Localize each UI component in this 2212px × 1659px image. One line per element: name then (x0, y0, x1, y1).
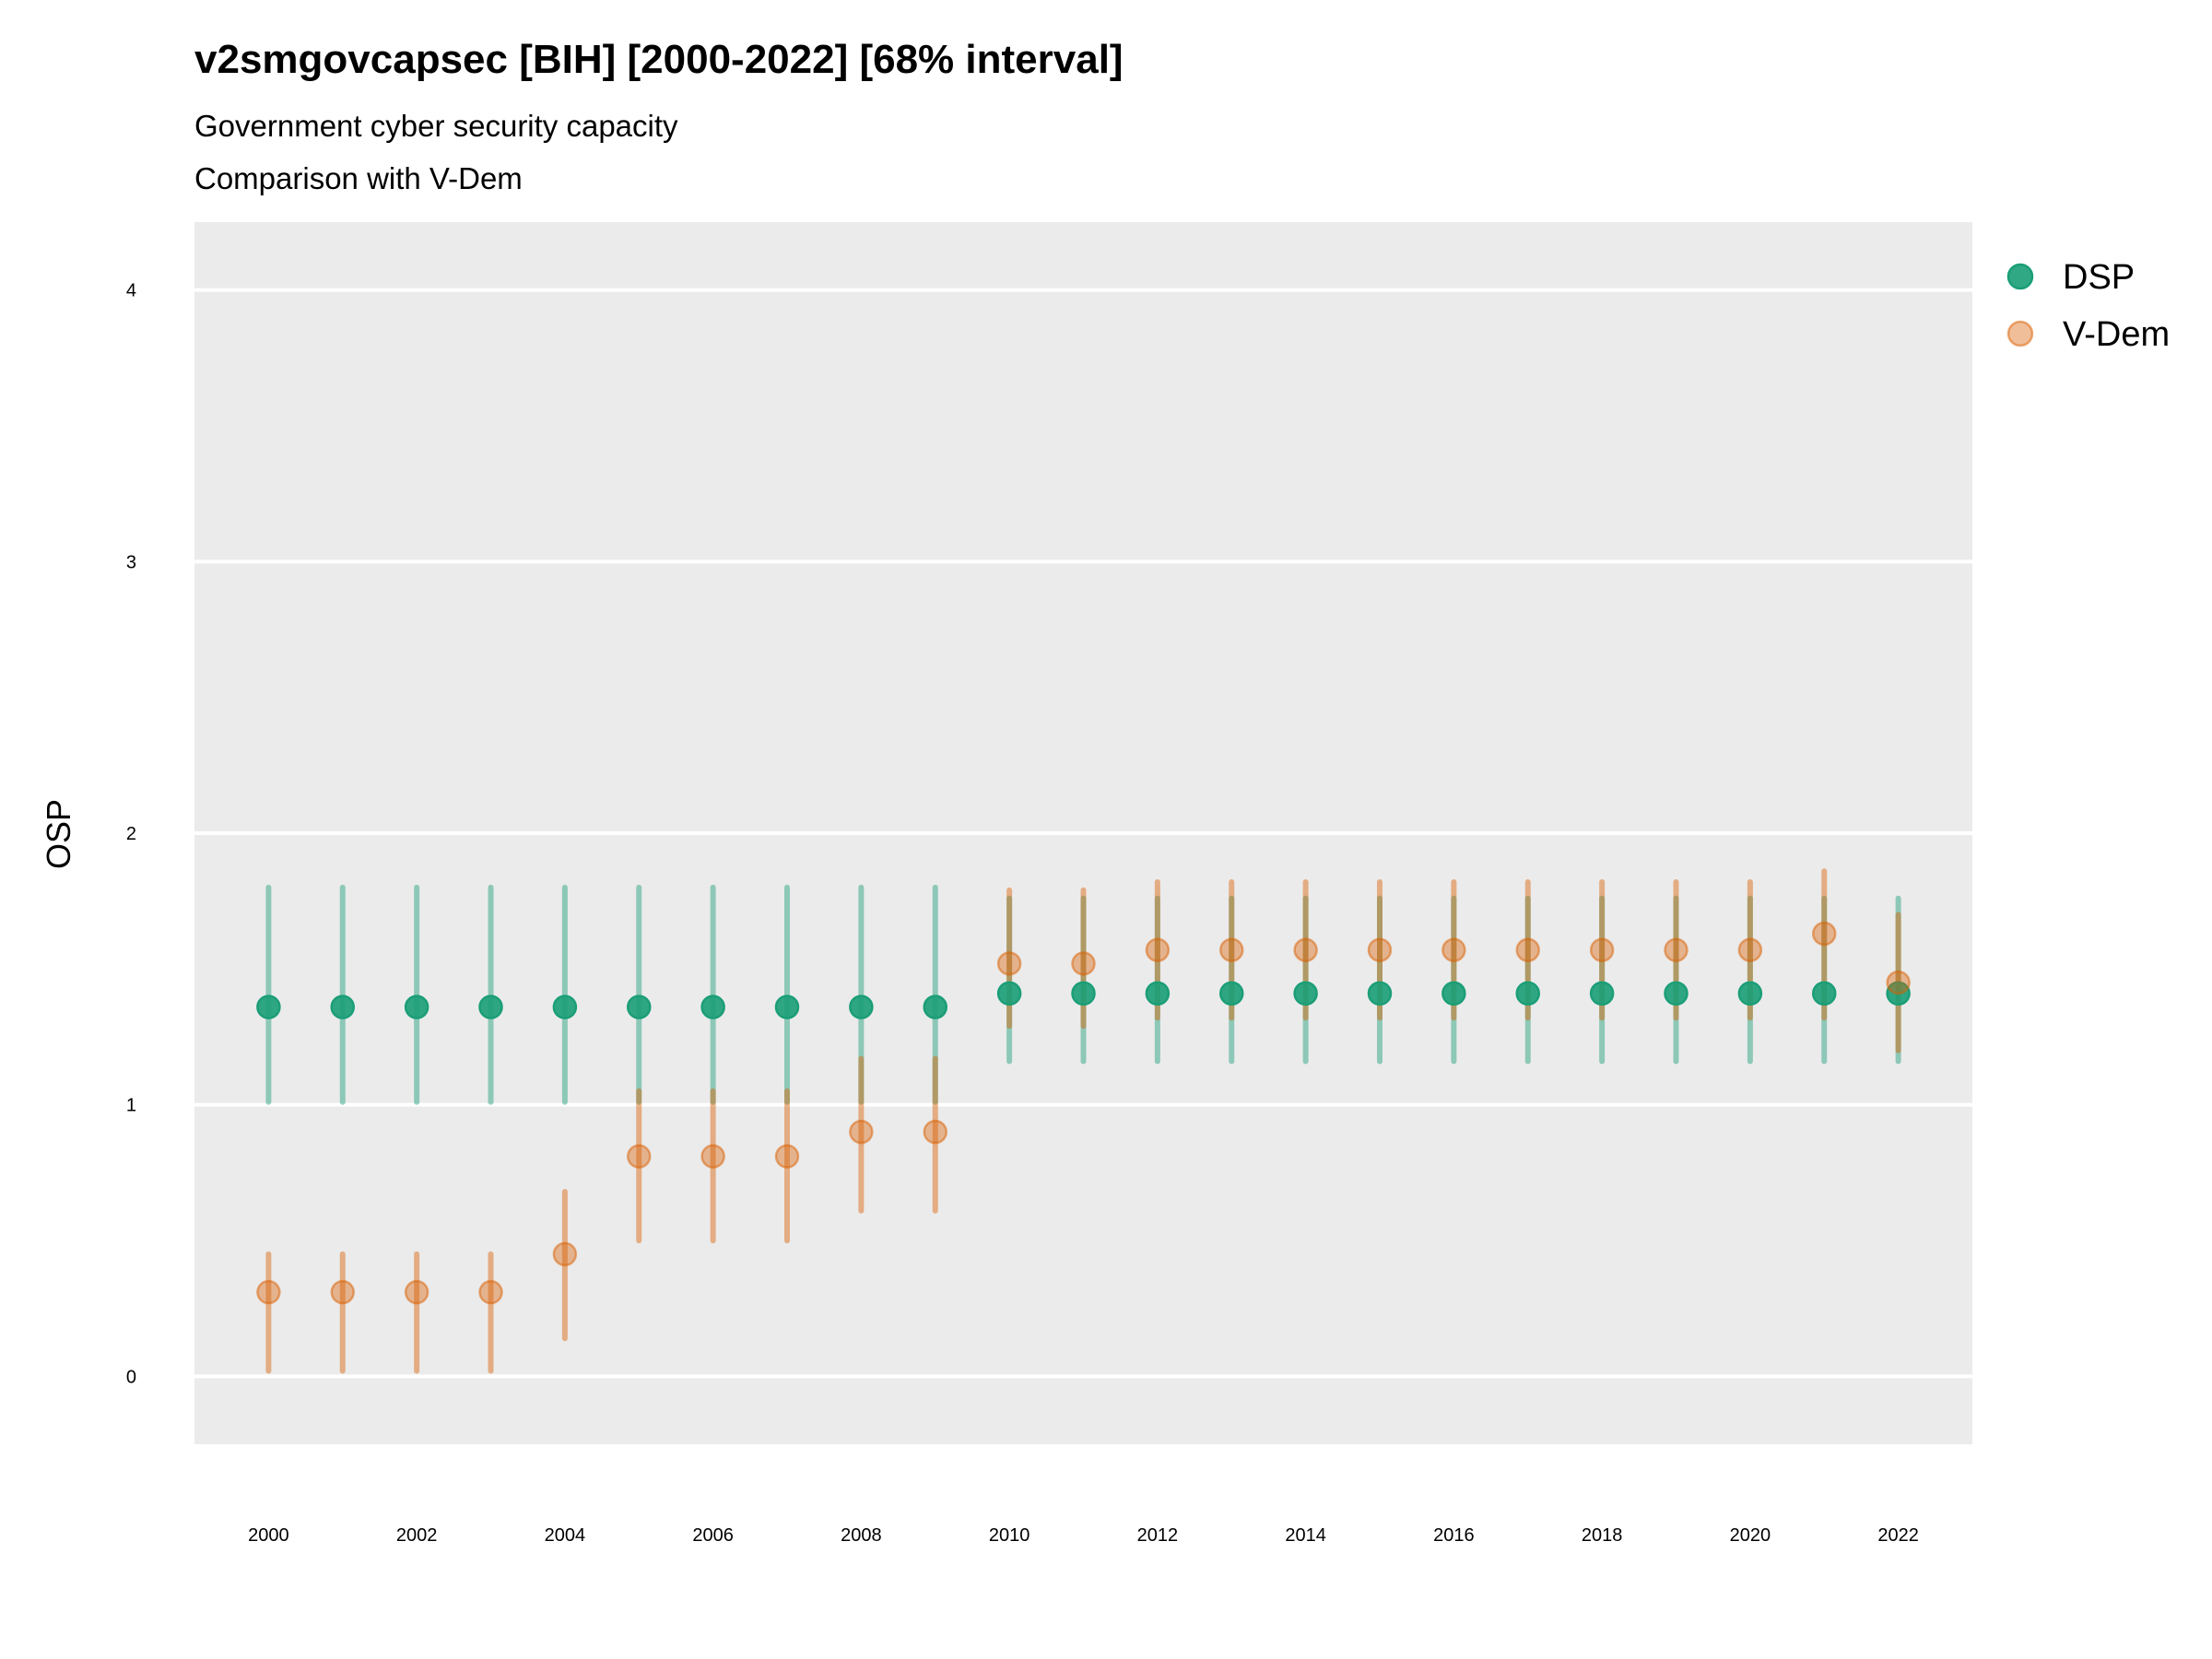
y-tick-label: 4 (126, 281, 136, 301)
data-point (700, 994, 725, 1019)
data-point (996, 981, 1022, 1006)
chart-subtitle: Government cyber security capacity (194, 109, 678, 143)
data-point (1219, 937, 1244, 962)
data-point (256, 1279, 281, 1305)
data-point (1737, 937, 1763, 962)
x-tick-label: 2018 (1582, 1525, 1623, 1546)
data-point (1664, 981, 1688, 1006)
data-point (1886, 970, 1911, 995)
x-tick-label: 2000 (248, 1525, 289, 1546)
data-point (849, 994, 874, 1019)
data-point (1441, 981, 1466, 1006)
data-point (849, 1119, 874, 1145)
data-point (1664, 937, 1688, 962)
x-tick-label: 2002 (396, 1525, 438, 1546)
x-tick-label: 2014 (1285, 1525, 1326, 1546)
data-point (404, 1279, 429, 1305)
y-tick-label: 0 (126, 1367, 136, 1387)
x-tick-label: 2016 (1433, 1525, 1475, 1546)
x-tick-label: 2006 (692, 1525, 734, 1546)
series-dsp (265, 884, 1901, 1105)
data-point (478, 1279, 503, 1305)
data-point (552, 994, 578, 1019)
data-point (774, 1144, 800, 1169)
chart-subtitle-2: Comparison with V-Dem (194, 161, 523, 195)
data-point (1145, 937, 1171, 962)
legend-label: V-Dem (2063, 315, 2170, 354)
data-point (1219, 981, 1244, 1006)
y-tick-label: 3 (126, 552, 136, 572)
y-axis-label: OSP (40, 799, 77, 869)
data-point (700, 1144, 725, 1169)
data-point (1589, 937, 1615, 962)
data-point (1071, 951, 1096, 976)
points-v-dem (256, 921, 1911, 1305)
data-point (1737, 981, 1763, 1006)
points-dsp (256, 981, 1911, 1019)
legend-key-dsp (2006, 263, 2034, 290)
data-point (478, 994, 503, 1019)
data-point (1441, 937, 1466, 962)
data-point (627, 1144, 652, 1169)
data-point (330, 1279, 355, 1305)
x-tick-label: 2004 (545, 1525, 586, 1546)
data-point (996, 951, 1022, 976)
data-point (923, 994, 947, 1019)
data-point (256, 994, 281, 1019)
data-point (1367, 981, 1393, 1006)
data-point (552, 1241, 578, 1266)
data-point (1293, 981, 1318, 1006)
data-point (627, 994, 652, 1019)
data-point (404, 994, 429, 1019)
y-tick-label: 1 (126, 1096, 136, 1116)
data-point (1293, 937, 1318, 962)
y-tick-label: 2 (126, 824, 136, 844)
data-point (774, 994, 800, 1019)
data-point (1367, 937, 1393, 962)
data-point (1812, 921, 1837, 947)
data-point (1071, 981, 1096, 1006)
data-point (1515, 981, 1540, 1006)
x-tick-label: 2008 (841, 1525, 882, 1546)
legend-key-v-dem (2006, 320, 2034, 347)
data-point (1589, 981, 1615, 1006)
legend-label: DSP (2063, 258, 2135, 297)
x-tick-label: 2022 (1877, 1525, 1919, 1546)
chart-title: v2smgovcapsec [BIH] [2000-2022] [68% int… (194, 37, 1124, 82)
x-tick-label: 2020 (1730, 1525, 1771, 1546)
data-point (1145, 981, 1171, 1006)
x-tick-label: 2010 (989, 1525, 1030, 1546)
data-point (330, 994, 355, 1019)
data-point (923, 1119, 947, 1145)
data-point (1515, 937, 1540, 962)
data-point (1812, 981, 1837, 1006)
x-tick-label: 2012 (1137, 1525, 1179, 1546)
